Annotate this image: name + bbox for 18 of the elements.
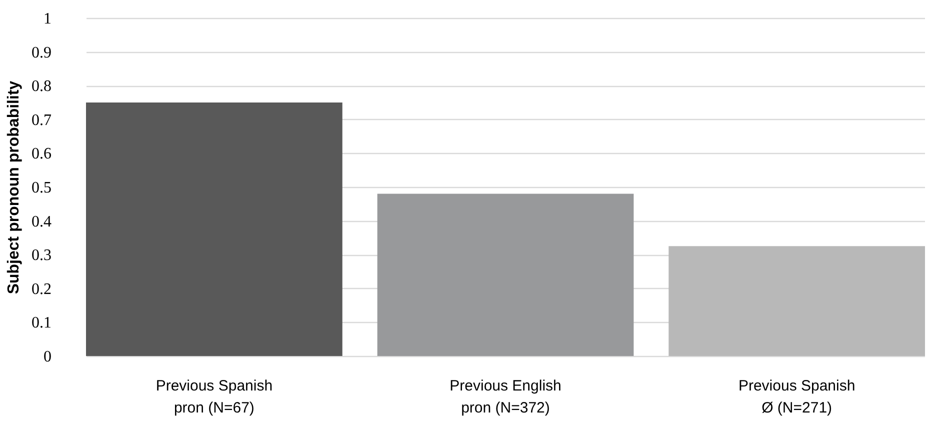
x-tick-label: Previous English pron (N=372) bbox=[450, 378, 562, 416]
y-tick-label: 0.8 bbox=[32, 78, 52, 96]
x-tick-label: Previous Spanish Ø (N=271) bbox=[738, 378, 856, 416]
bar bbox=[86, 102, 342, 356]
bar bbox=[668, 246, 925, 356]
y-tick-label: 0.9 bbox=[32, 44, 52, 62]
bar bbox=[377, 194, 634, 356]
y-tick-label: 0.2 bbox=[32, 280, 52, 298]
y-tick-label: 0.6 bbox=[32, 146, 52, 163]
y-tick-label: 1 bbox=[44, 10, 52, 28]
y-tick-label: 0.7 bbox=[32, 112, 52, 129]
y-tick-label: 0.4 bbox=[32, 213, 52, 230]
y-tick-label: 0.5 bbox=[32, 180, 52, 196]
y-axis-title: Subject pronoun probability bbox=[6, 80, 22, 294]
y-tick-label: 0 bbox=[44, 348, 52, 366]
y-tick-label: 0.3 bbox=[32, 247, 52, 264]
x-tick-label: Previous Spanish pron (N=67) bbox=[156, 378, 273, 416]
y-tick-label: 0.1 bbox=[32, 314, 52, 332]
